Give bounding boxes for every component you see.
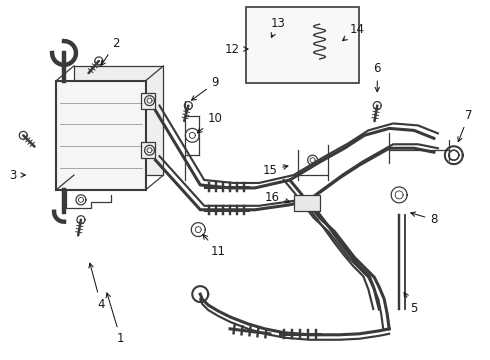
Text: 2: 2 — [101, 37, 120, 66]
Text: 3: 3 — [10, 168, 25, 181]
FancyBboxPatch shape — [141, 93, 154, 109]
Text: 4: 4 — [89, 263, 104, 311]
FancyBboxPatch shape — [294, 195, 319, 211]
Text: 1: 1 — [106, 293, 124, 345]
Text: 12: 12 — [224, 42, 248, 55]
Text: 6: 6 — [373, 62, 381, 92]
Text: 13: 13 — [270, 17, 285, 37]
FancyBboxPatch shape — [246, 7, 359, 83]
Text: 16: 16 — [264, 192, 290, 204]
Text: 15: 15 — [263, 163, 288, 176]
Text: 10: 10 — [197, 112, 222, 133]
Text: 5: 5 — [404, 293, 417, 315]
FancyBboxPatch shape — [141, 142, 154, 158]
FancyBboxPatch shape — [56, 81, 146, 190]
Text: 14: 14 — [343, 23, 365, 41]
Text: 11: 11 — [203, 234, 226, 258]
Text: 7: 7 — [458, 109, 472, 141]
Text: 9: 9 — [192, 76, 219, 100]
FancyBboxPatch shape — [74, 66, 164, 175]
Text: 8: 8 — [411, 212, 438, 226]
